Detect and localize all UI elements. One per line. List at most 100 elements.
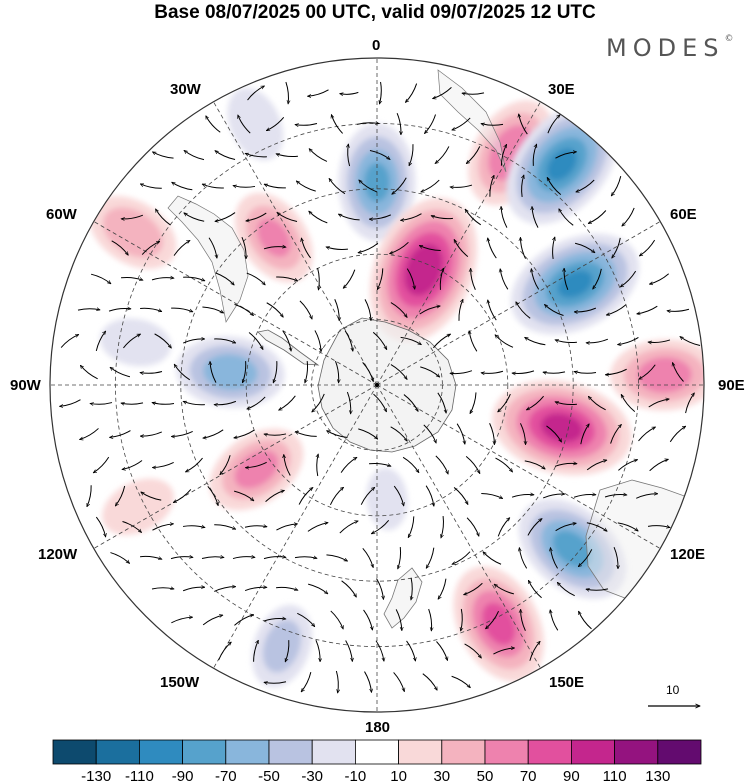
wind-vector — [171, 307, 193, 313]
wind-vector — [272, 361, 278, 383]
wind-vector — [364, 671, 372, 693]
wind-vector — [330, 610, 343, 629]
wind-vector — [155, 209, 171, 226]
wind-vector — [564, 268, 569, 291]
wind-vector — [182, 339, 205, 344]
contour-band — [540, 413, 583, 443]
wind-vector — [622, 207, 635, 226]
wind-vector — [450, 184, 473, 187]
wind-vector — [340, 456, 357, 473]
wind-vector — [481, 124, 504, 126]
anomaly-center — [338, 123, 416, 242]
wind-vector — [95, 331, 105, 352]
wind-vector — [90, 273, 111, 284]
wind-vector — [301, 672, 312, 692]
wind-vector — [638, 426, 656, 442]
wind-vector — [90, 402, 113, 405]
wind-vector — [441, 515, 444, 538]
anomaly-center — [99, 318, 172, 367]
wind-vector — [201, 557, 224, 559]
wind-vector — [647, 526, 670, 528]
wind-vector — [140, 555, 162, 559]
wind-vector — [458, 299, 464, 321]
wind-vector — [390, 302, 407, 318]
wind-vector — [637, 305, 658, 314]
wind-vector — [498, 393, 511, 412]
wind-vector — [379, 81, 381, 104]
colorbar-label: 50 — [477, 768, 494, 783]
wind-vector — [263, 557, 286, 560]
wind-vector — [405, 83, 418, 103]
wind-vector — [439, 268, 443, 290]
wind-vector — [234, 615, 253, 626]
wind-vector — [471, 268, 476, 290]
wind-vector — [110, 367, 131, 378]
wind-vector — [550, 610, 559, 631]
colorbar-label: 70 — [520, 768, 537, 783]
anomaly-center — [518, 499, 626, 599]
wind-vector — [425, 485, 434, 507]
contour-band — [546, 148, 578, 181]
wind-vector — [362, 547, 373, 567]
map-boundary — [49, 57, 705, 713]
wind-vector — [358, 242, 379, 252]
wind-vector — [152, 151, 174, 159]
wind-vector — [450, 370, 473, 374]
longitude-label-150e: 150E — [549, 674, 585, 691]
contour-band — [482, 602, 516, 646]
longitude-label-30e: 30E — [548, 81, 575, 98]
colorbar: -130 -110 -90 -70 -50 -30 -10 10 30 50 70 90 110 130 — [52, 739, 702, 783]
south-america — [167, 195, 249, 323]
wind-vector — [574, 242, 595, 253]
wind-vector — [363, 609, 373, 630]
anomaly-center — [102, 478, 174, 535]
wind-vector — [285, 81, 289, 104]
wind-vector — [308, 583, 328, 594]
wind-vector — [315, 639, 320, 662]
wind-vector — [555, 152, 576, 159]
anomaly-center — [176, 336, 285, 408]
colorbar-label: -130 — [81, 768, 111, 783]
wind-vector — [574, 372, 597, 374]
wind-vector — [520, 423, 525, 444]
wind-vector — [464, 582, 483, 594]
wind-vector — [296, 181, 316, 192]
latitude-circle — [245, 253, 509, 517]
wind-vector — [604, 495, 627, 498]
wind-vector — [685, 393, 695, 414]
wind-vector — [529, 641, 540, 661]
wind-vector — [284, 640, 290, 662]
wind-vector — [171, 431, 193, 436]
anomaly-center — [209, 428, 304, 511]
wind-vector — [60, 334, 79, 348]
wind-vector — [495, 335, 514, 348]
anomaly-center — [453, 566, 545, 682]
wind-vector — [395, 609, 402, 630]
wind-vector — [519, 114, 528, 135]
wind-vector — [390, 426, 408, 441]
wind-vector — [264, 434, 287, 435]
wind-vector — [173, 239, 190, 256]
wind-vector — [555, 402, 577, 406]
wind-vector — [215, 212, 236, 222]
wind-vector — [648, 339, 671, 343]
wind-vector — [436, 641, 447, 660]
australia — [585, 479, 701, 601]
contour-band — [234, 450, 279, 489]
wind-vector — [234, 429, 255, 438]
wind-vector — [610, 424, 622, 444]
wind-vector — [122, 460, 143, 469]
wind-vector — [618, 460, 637, 471]
wind-vector — [466, 146, 481, 163]
wind-vector — [86, 485, 92, 507]
wind-vector — [369, 462, 391, 466]
wind-vector — [483, 552, 502, 565]
wind-vector — [110, 430, 131, 438]
wind-vector — [208, 237, 217, 259]
wind-vector — [376, 268, 384, 289]
colorbar-swatch — [614, 739, 659, 765]
wind-vector — [276, 524, 297, 531]
reference-vector-label: 10 — [666, 683, 680, 697]
wind-vector — [247, 396, 266, 409]
wind-vector — [253, 640, 259, 662]
